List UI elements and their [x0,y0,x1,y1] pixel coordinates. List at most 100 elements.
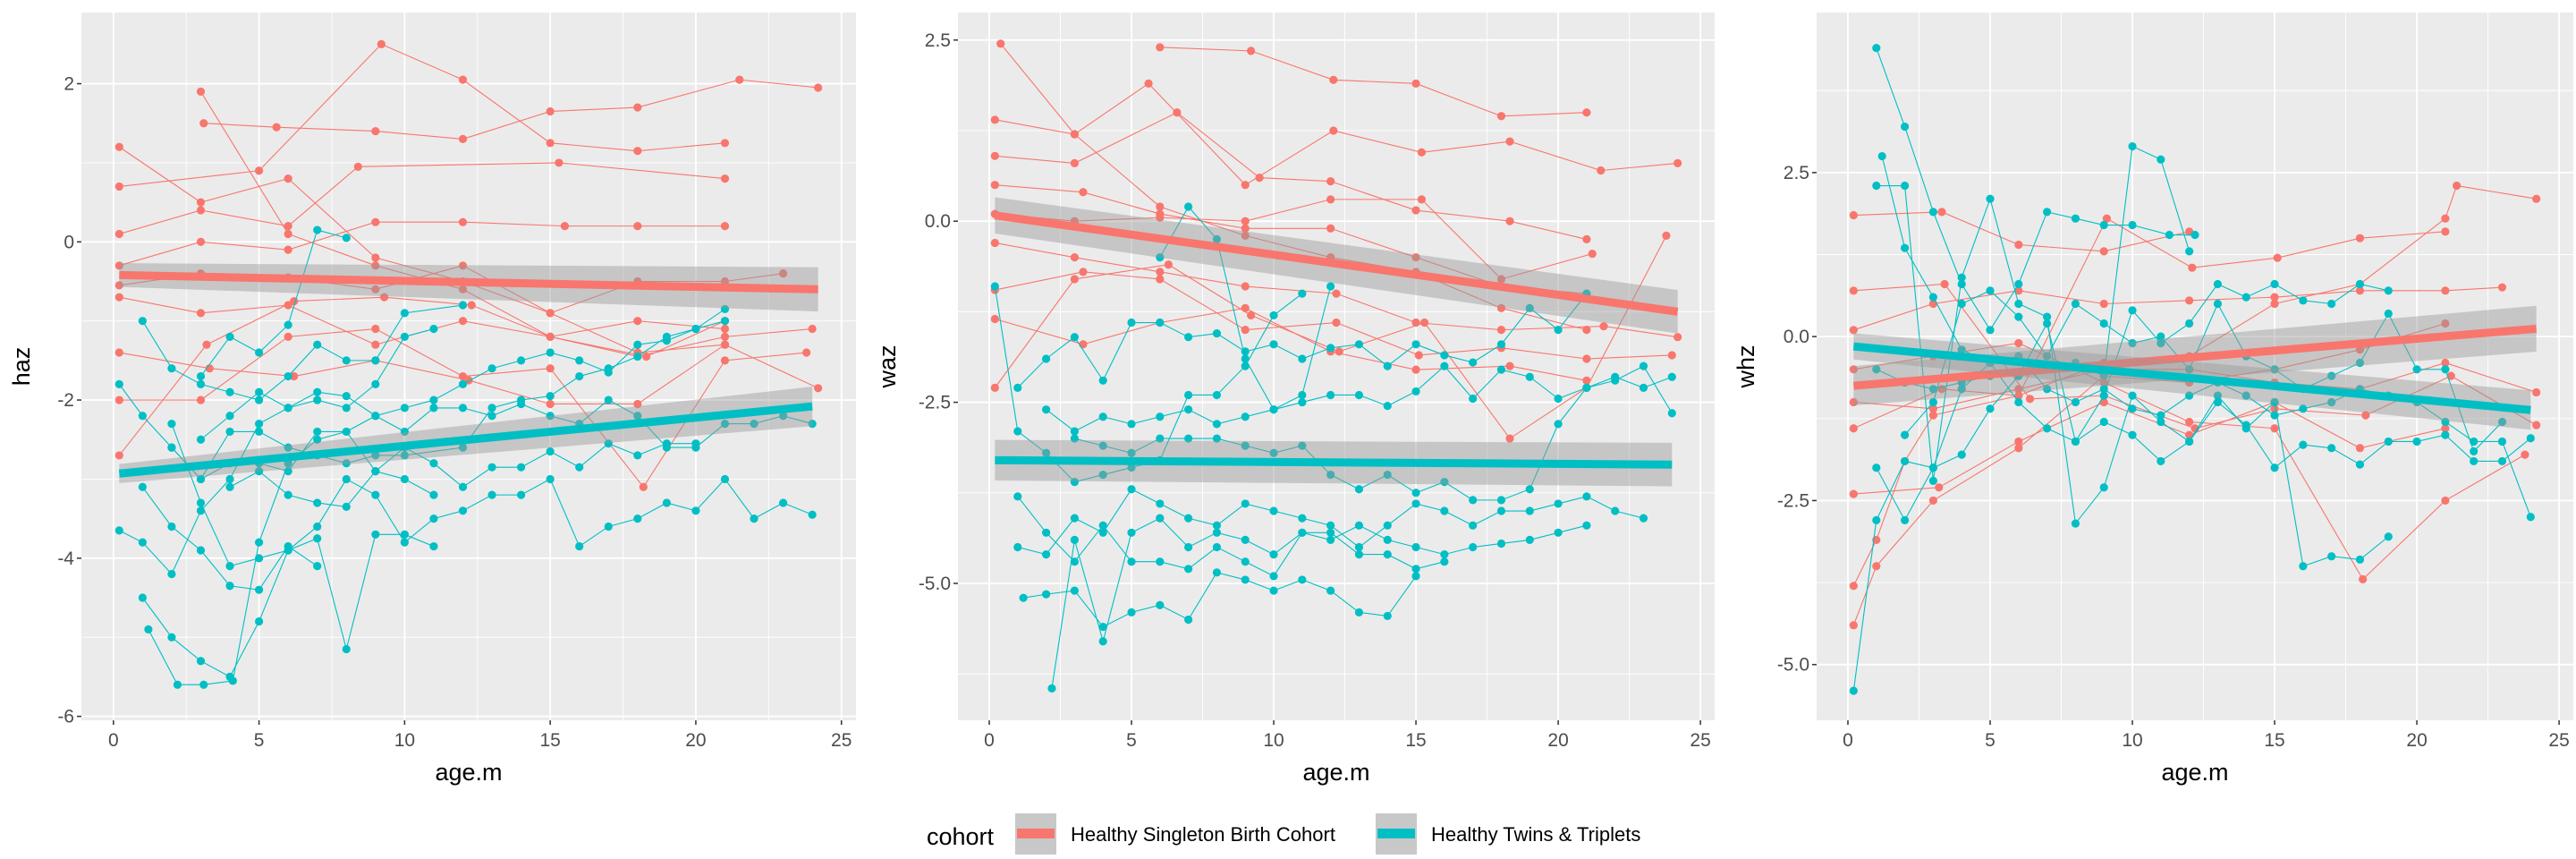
data-point [342,427,351,437]
data-point [814,83,823,92]
data-point [167,522,176,532]
data-point [662,439,671,448]
data-point [284,541,292,551]
data-point [2532,421,2541,430]
data-point [1582,108,1591,117]
data-point [1354,340,1364,349]
data-point [1098,622,1107,632]
data-point [2014,397,2023,407]
data-point [546,399,555,409]
data-point [225,332,234,341]
data-point [1098,412,1107,421]
x-axis-title: age.m [435,759,502,786]
data-point [458,506,468,515]
data-point [720,139,730,148]
data-point [1156,514,1165,523]
data-point [2099,220,2108,230]
trajectory-line [118,296,725,456]
data-point [225,427,234,437]
data-point [2355,460,2365,469]
data-point [1255,173,1264,183]
data-point [1414,351,1423,360]
data-point [2412,437,2421,447]
data-point [1900,181,1910,191]
data-point [1505,137,1514,146]
y-tick-label: -5.0 [919,574,951,594]
data-point [1849,326,1858,335]
data-point [1900,515,1910,525]
data-point [1326,224,1335,233]
data-point [429,404,438,412]
data-point [2213,397,2223,407]
trajectory-line [1017,496,1445,577]
data-point [313,562,322,571]
data-point [1469,358,1478,367]
data-point [400,538,409,547]
data-point [2270,424,2279,433]
y-tick-label: -4 [57,549,74,569]
data-point [196,87,206,96]
data-point [1411,489,1420,498]
data-point [1127,420,1136,429]
data-point [1156,43,1165,52]
data-point [225,482,234,491]
data-point [1496,112,1506,121]
data-point [546,332,555,341]
data-point [196,237,206,246]
data-point [546,348,555,357]
data-point [604,395,613,404]
data-point [1041,405,1051,414]
data-point [1241,282,1250,291]
trajectory-line [119,146,725,353]
data-point [1269,506,1278,515]
legend-label-twins: Healthy Twins & Triplets [1431,823,1640,846]
data-point [1440,549,1449,559]
data-point [284,404,292,412]
data-point [1246,310,1256,320]
data-point [750,515,758,523]
data-point [1383,470,1392,480]
x-tick-label: 10 [1263,730,1284,751]
data-point [1184,405,1193,414]
trend-line [119,270,818,293]
data-point [1298,354,1307,363]
data-point [2014,279,2023,289]
data-point [2102,214,2112,223]
data-point [2185,417,2194,427]
data-point [2188,263,2197,272]
data-point [2014,391,2023,400]
data-point [1383,402,1392,411]
data-point [1298,397,1307,407]
data-point [2497,283,2507,292]
data-point [2099,378,2108,387]
data-point [1469,521,1478,530]
data-point [633,352,642,361]
data-point [720,222,730,231]
data-point [284,490,292,499]
data-point [2043,312,2052,321]
data-point [1184,514,1193,523]
data-point [458,317,468,326]
data-point [1582,376,1591,385]
data-point [2014,338,2023,348]
legend: cohort Healthy Singleton Birth Cohort He… [927,813,1640,855]
data-point [1957,273,1966,282]
data-point [2497,437,2507,447]
data-point [2014,286,2023,295]
data-point [1241,303,1250,312]
data-point [1041,448,1051,457]
data-point [2355,286,2365,295]
data-point [371,261,380,270]
data-point [429,459,438,468]
data-point [1872,562,1881,571]
data-point [1440,478,1449,487]
data-point [429,395,438,404]
data-point [2384,286,2393,295]
data-point [1496,326,1506,335]
data-point [1667,372,1676,381]
data-point [1582,234,1591,244]
data-point [2355,555,2365,564]
trajectory-line [1074,365,1673,501]
data-point [313,435,322,444]
data-point [1505,361,1514,370]
